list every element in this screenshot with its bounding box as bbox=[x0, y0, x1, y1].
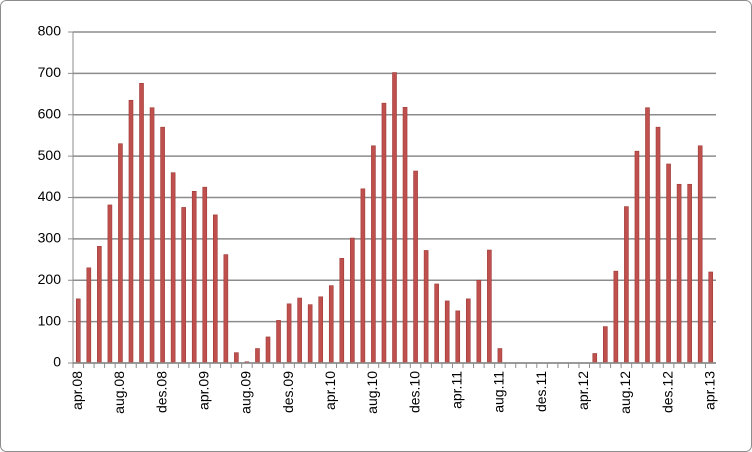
y-tick-label: 200 bbox=[38, 271, 62, 287]
bar bbox=[86, 267, 92, 364]
bar bbox=[592, 353, 598, 364]
bar bbox=[603, 326, 608, 364]
bar bbox=[423, 250, 429, 364]
y-tick-label: 0 bbox=[53, 354, 61, 370]
bar bbox=[381, 102, 387, 364]
bar bbox=[149, 107, 155, 364]
bar bbox=[634, 150, 640, 364]
bar bbox=[687, 183, 692, 364]
bar bbox=[107, 204, 113, 364]
x-tick-label: apr.12 bbox=[575, 371, 591, 410]
bar bbox=[402, 107, 408, 364]
x-tick-label: aug.11 bbox=[491, 371, 507, 413]
x-tick-label: aug.12 bbox=[617, 371, 633, 414]
bar bbox=[318, 296, 324, 364]
x-tick-label: apr.13 bbox=[701, 371, 717, 410]
bar bbox=[487, 249, 492, 364]
y-tick-label: 100 bbox=[38, 312, 62, 328]
bar bbox=[202, 186, 208, 364]
bar bbox=[676, 183, 682, 364]
bar bbox=[223, 254, 229, 364]
bar bbox=[191, 190, 197, 364]
bar bbox=[118, 143, 123, 364]
y-tick-label: 800 bbox=[38, 23, 62, 39]
x-tick-label: des.09 bbox=[280, 371, 296, 413]
bar bbox=[455, 310, 461, 364]
bar bbox=[465, 298, 471, 364]
bar bbox=[645, 107, 650, 364]
bar bbox=[350, 237, 355, 364]
bar bbox=[181, 207, 186, 364]
bar bbox=[339, 258, 345, 364]
x-tick-label: apr.08 bbox=[69, 371, 85, 410]
bar bbox=[413, 170, 418, 364]
bar bbox=[613, 270, 619, 364]
x-tick-label: apr.11 bbox=[448, 371, 464, 409]
y-tick-label: 600 bbox=[38, 105, 62, 121]
bar bbox=[255, 348, 260, 364]
x-tick-label: des.11 bbox=[533, 371, 549, 412]
bar bbox=[160, 126, 165, 364]
bar bbox=[624, 206, 629, 364]
bar bbox=[265, 336, 271, 364]
x-tick-label: apr.09 bbox=[195, 371, 211, 410]
bar bbox=[276, 320, 281, 364]
x-tick-label: aug.08 bbox=[111, 371, 127, 414]
bar bbox=[360, 188, 366, 364]
bar bbox=[328, 285, 334, 364]
bar bbox=[234, 352, 239, 364]
bar bbox=[128, 99, 134, 364]
bar bbox=[307, 304, 313, 364]
bar bbox=[655, 126, 661, 364]
x-tick-label: aug.09 bbox=[238, 371, 254, 414]
bar bbox=[139, 83, 144, 364]
bar bbox=[666, 163, 671, 364]
bar bbox=[497, 348, 503, 364]
x-tick-label: apr.10 bbox=[322, 371, 338, 410]
y-tick-label: 500 bbox=[38, 147, 62, 163]
bar bbox=[286, 303, 292, 364]
bar bbox=[371, 145, 376, 364]
x-tick-label: des.10 bbox=[406, 371, 422, 413]
y-tick-label: 700 bbox=[38, 64, 62, 80]
x-tick-label: aug.10 bbox=[364, 371, 380, 414]
bar bbox=[697, 145, 703, 364]
bar bbox=[434, 283, 439, 364]
bar bbox=[708, 271, 714, 364]
bar bbox=[170, 172, 176, 364]
bar bbox=[97, 246, 102, 364]
y-tick-label: 400 bbox=[38, 188, 62, 204]
bar bbox=[297, 297, 302, 364]
x-tick-label: des.12 bbox=[659, 371, 675, 413]
y-tick-label: 300 bbox=[38, 230, 62, 246]
bar bbox=[392, 72, 397, 364]
bar bbox=[213, 214, 218, 364]
bar bbox=[75, 298, 81, 364]
x-tick-label: des.08 bbox=[153, 371, 169, 413]
bar bbox=[476, 279, 482, 364]
bar bbox=[444, 300, 450, 364]
